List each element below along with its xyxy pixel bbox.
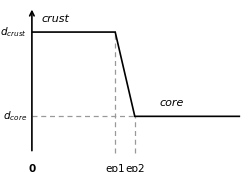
Text: ep2: ep2 xyxy=(125,164,144,172)
Text: crust: crust xyxy=(42,14,70,24)
Text: 0: 0 xyxy=(28,164,36,172)
Text: ep1: ep1 xyxy=(106,164,125,172)
Text: core: core xyxy=(159,98,184,108)
Text: $d_{core}$: $d_{core}$ xyxy=(3,109,27,123)
Text: $d_{crust}$: $d_{crust}$ xyxy=(0,25,27,39)
